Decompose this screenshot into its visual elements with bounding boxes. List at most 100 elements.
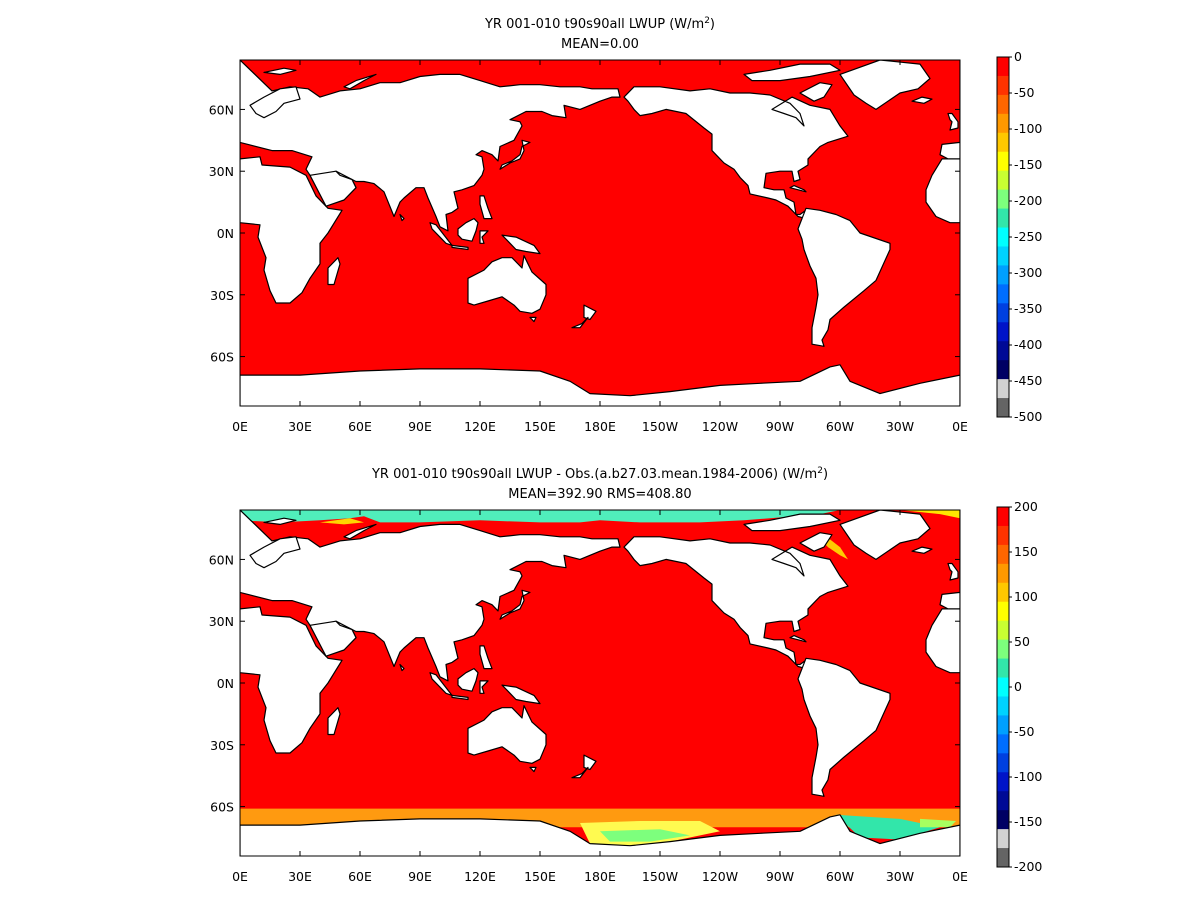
top-colorbar-swatch [997, 57, 1009, 77]
top-land-sulawesi [479, 230, 489, 244]
bottom-y-tick-label: 0N [217, 676, 234, 691]
bottom-colorbar-label: 50 [1014, 634, 1030, 649]
top-x-tick-label: 90W [766, 419, 794, 434]
bottom-colorbar-swatch [997, 582, 1009, 603]
bottom-colorbar-label: -200 [1014, 859, 1043, 874]
top-land-new-zealand [583, 304, 597, 321]
top-colorbar-swatch [997, 360, 1009, 380]
bottom-x-tick-label: 150E [524, 869, 556, 884]
top-land-africa-west-edge [925, 158, 960, 224]
bottom-map-panel: YR 001-010 t90s90all LWUP - Obs.(a.b27.0… [0, 450, 1200, 900]
top-land-india-ceylon [399, 213, 405, 222]
bottom-land-arctic-islands [743, 513, 841, 532]
bottom-x-tick-label: 90W [766, 869, 794, 884]
bottom-land-novaya-zemlya [343, 523, 377, 540]
bottom-map-chart: 0E 30E 60E 90E 120E 150E 180E 150W 120W 90W 60W 30W… [209, 506, 1012, 884]
top-colorbar-swatch [997, 75, 1009, 96]
top-x-tick-label: 150E [524, 419, 556, 434]
top-colorbar-label: -100 [1014, 121, 1043, 136]
top-colorbar-swatch [997, 379, 1009, 399]
bottom-x-tick-label: 120E [464, 869, 496, 884]
bottom-colorbar-swatch [997, 525, 1009, 546]
top-colorbar-label: -250 [1014, 229, 1043, 244]
top-land-baffin [799, 82, 833, 102]
top-colorbar-label: -350 [1014, 301, 1043, 316]
top-colorbar-swatch [997, 322, 1009, 342]
bottom-land-svalbard [263, 517, 297, 525]
top-x-tick-label: 0E [232, 419, 248, 434]
top-land-africa [240, 60, 343, 304]
top-x-tick-label: 180E [584, 419, 616, 434]
bottom-barents-anomaly [320, 518, 364, 525]
bottom-arctic-band-anomaly [240, 510, 840, 523]
top-colorbar-swatch [997, 132, 1009, 153]
bottom-title-suffix: ) [822, 467, 829, 482]
bottom-land-japan [499, 589, 531, 620]
top-land-antarctica [240, 364, 960, 406]
top-land-north-america [623, 86, 849, 220]
bottom-colorbar-swatch [997, 753, 1009, 773]
bottom-land-india-ceylon [399, 663, 405, 672]
top-colorbar-swatch [997, 151, 1009, 172]
top-x-tick-label: 60W [826, 419, 854, 434]
top-land-iceland [911, 96, 933, 104]
bottom-title-sup: 2 [817, 466, 823, 476]
top-colorbar-swatch [997, 284, 1009, 304]
bottom-colorbar-swatch [997, 620, 1009, 641]
bottom-colorbar-label: 200 [1014, 499, 1038, 514]
top-land-south-america [797, 207, 891, 347]
bottom-colorbar-swatch [997, 715, 1009, 735]
top-map-panel: YR 001-010 t90s90all LWUP (W/m2) MEAN=0.… [209, 16, 1043, 435]
top-land-europe-west-edge [939, 60, 960, 160]
top-colorbar-swatch [997, 227, 1009, 247]
top-colorbar-swatch [997, 246, 1009, 266]
bottom-land-tasmania [529, 766, 537, 773]
bottom-map-title: YR 001-010 t90s90all LWUP - Obs.(a.b27.0… [240, 466, 960, 483]
top-land-scandinavia [249, 86, 301, 119]
top-colorbar-swatch [997, 113, 1009, 134]
top-colorbar-label: 0 [1014, 49, 1022, 64]
bottom-land-antarctica [240, 814, 960, 856]
top-y-tick-label: 0N [217, 226, 234, 241]
bottom-title-text: YR 001-010 t90s90all LWUP - Obs.(a.b27.0… [371, 467, 818, 482]
top-y-tick-label: 60S [210, 350, 234, 365]
top-x-tick-label: 120W [702, 419, 738, 434]
top-title-sup: 2 [704, 16, 710, 26]
bottom-land-scandinavia [249, 536, 301, 569]
bottom-y-tick-label: 60S [210, 800, 234, 815]
bottom-land-new-zealand-south [571, 766, 589, 779]
top-x-tick-label: 0E [952, 419, 968, 434]
top-map-layer [240, 60, 960, 406]
bottom-land-cuba [789, 635, 807, 643]
bottom-land-new-guinea [501, 684, 541, 705]
top-x-tick-label: 90E [408, 419, 432, 434]
bottom-colorbar-swatch [997, 791, 1009, 811]
top-land-japan [499, 139, 531, 170]
bottom-land-borneo [457, 668, 479, 692]
bottom-colorbar-swatch [997, 734, 1009, 754]
bottom-map-subtitle: MEAN=392.90 RMS=408.80 [508, 487, 692, 502]
top-colorbar-swatch [997, 189, 1009, 210]
bottom-land-europe-west-edge [939, 510, 960, 610]
top-colorbar-label: -400 [1014, 337, 1043, 352]
bottom-land-sumatra [429, 672, 453, 696]
bottom-x-tick-label: 90E [408, 869, 432, 884]
bottom-land-madagascar [327, 707, 341, 736]
bottom-colorbar-label: -50 [1014, 724, 1035, 739]
bottom-colorbar-swatch [997, 810, 1009, 830]
bottom-colorbar-label: 0 [1014, 679, 1022, 694]
bottom-land-sulawesi [479, 680, 489, 694]
bottom-land-australia [467, 705, 547, 764]
bottom-greenland-sea-anomaly [900, 510, 960, 519]
bottom-land-south-america [797, 657, 891, 797]
bottom-colorbar-swatch [997, 601, 1009, 622]
top-land-java [451, 244, 469, 251]
bottom-y-tick-label: 60N [209, 552, 234, 567]
top-x-tick-label: 120E [464, 419, 496, 434]
bottom-x-tick-label: 120W [702, 869, 738, 884]
bottom-x-tick-label: 60W [826, 869, 854, 884]
bottom-land-britain [947, 562, 959, 581]
top-colorbar-swatch [997, 170, 1009, 191]
bottom-y-tick-label: 30N [209, 614, 234, 629]
bottom-colorbar-swatch [997, 829, 1009, 849]
